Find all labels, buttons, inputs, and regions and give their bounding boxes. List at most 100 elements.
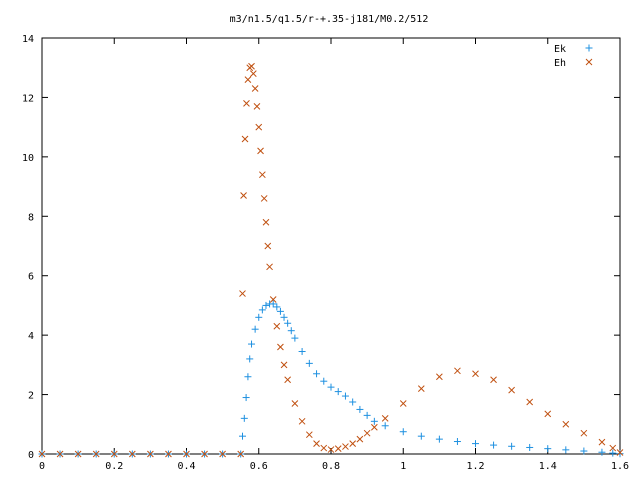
legend-plus-marker bbox=[585, 44, 593, 52]
eh-point bbox=[241, 135, 249, 143]
ek-point bbox=[287, 327, 295, 335]
ek-point bbox=[453, 438, 461, 446]
eh-point bbox=[609, 444, 617, 452]
ek-point bbox=[544, 445, 552, 453]
ek-point bbox=[305, 359, 313, 367]
plot-frame bbox=[41, 37, 621, 455]
eh-point bbox=[349, 440, 357, 447]
ek-point bbox=[240, 414, 248, 422]
eh-point bbox=[183, 450, 190, 458]
ek-point bbox=[291, 334, 299, 342]
eh-point bbox=[243, 100, 250, 107]
ek-point bbox=[334, 388, 342, 396]
y-tick-label: 0 bbox=[28, 450, 34, 461]
eh-point bbox=[598, 438, 606, 446]
eh-point bbox=[544, 410, 552, 418]
x-axis: 0 0.2 0.4 0.6 0.8 1 1.2 1.4 1.6 bbox=[39, 38, 629, 472]
eh-point bbox=[244, 76, 252, 83]
ek-point bbox=[370, 417, 378, 425]
ek-point bbox=[356, 405, 364, 413]
y-tick-label: 2 bbox=[28, 391, 34, 402]
eh-point bbox=[417, 385, 425, 392]
eh-point bbox=[266, 263, 273, 271]
ek-point bbox=[363, 411, 371, 419]
y-tick-label: 14 bbox=[22, 34, 34, 45]
ek-point bbox=[341, 392, 349, 400]
eh-point bbox=[259, 171, 266, 179]
chart-title: m3/n1.5/q1.5/r-+.35-j181/M0.2/512 bbox=[230, 14, 429, 25]
ek-point bbox=[269, 300, 277, 308]
ek-point bbox=[262, 301, 270, 309]
eh-point bbox=[219, 450, 226, 458]
eh-point bbox=[381, 414, 389, 422]
y-axis: 0 2 4 6 8 10 12 14 bbox=[22, 34, 620, 461]
ek-point bbox=[490, 441, 498, 449]
eh-point bbox=[147, 450, 154, 458]
eh-point bbox=[342, 443, 349, 450]
ek-point bbox=[244, 373, 252, 381]
y-tick-label: 10 bbox=[22, 153, 34, 164]
eh-point bbox=[269, 296, 277, 303]
ek-point bbox=[298, 347, 306, 355]
ek-point bbox=[238, 432, 246, 440]
eh-point bbox=[239, 290, 246, 297]
eh-point bbox=[74, 450, 82, 458]
ek-point bbox=[435, 435, 443, 443]
eh-point bbox=[240, 192, 247, 199]
eh-point bbox=[580, 429, 588, 437]
eh-point bbox=[320, 444, 328, 452]
eh-point bbox=[128, 450, 136, 458]
ek-point bbox=[248, 340, 256, 348]
ek-point bbox=[327, 383, 335, 391]
eh-point bbox=[327, 446, 335, 453]
eh-point bbox=[298, 417, 306, 425]
legend-label-ek: Ek bbox=[554, 44, 566, 55]
ek-point bbox=[580, 447, 588, 455]
eh-point bbox=[490, 376, 497, 384]
ek-point bbox=[313, 370, 321, 378]
eh-point bbox=[436, 373, 443, 381]
ek-point bbox=[276, 307, 284, 315]
eh-point bbox=[454, 367, 461, 375]
x-tick-label: 0 bbox=[39, 461, 45, 472]
legend: Ek Eh bbox=[554, 44, 593, 69]
eh-point bbox=[260, 195, 268, 202]
x-tick-label: 0.4 bbox=[177, 461, 195, 472]
eh-point bbox=[305, 431, 313, 439]
ek-point bbox=[255, 313, 263, 321]
eh-point bbox=[280, 361, 288, 369]
eh-point bbox=[616, 449, 624, 456]
eh-point bbox=[92, 450, 100, 458]
ek-point bbox=[526, 443, 534, 451]
eh-point bbox=[38, 450, 46, 458]
eh-point bbox=[508, 386, 515, 394]
eh-point bbox=[251, 85, 259, 92]
y-tick-label: 4 bbox=[28, 331, 34, 342]
eh-point bbox=[257, 147, 264, 155]
legend-marker-eh bbox=[585, 58, 593, 66]
x-tick-label: 1.6 bbox=[611, 461, 629, 472]
eh-point bbox=[237, 450, 245, 458]
eh-point bbox=[248, 62, 255, 70]
eh-point bbox=[313, 440, 320, 447]
eh-point bbox=[110, 450, 118, 458]
ek-point bbox=[399, 428, 407, 436]
x-tick-label: 0.2 bbox=[105, 461, 123, 472]
eh-point bbox=[363, 429, 371, 437]
x-tick-label: 1.4 bbox=[539, 461, 557, 472]
eh-point bbox=[370, 423, 378, 431]
ek-point bbox=[562, 446, 570, 454]
series-eh bbox=[38, 62, 624, 458]
eh-point bbox=[249, 70, 257, 78]
ek-point bbox=[251, 325, 259, 333]
ek-point bbox=[616, 450, 624, 458]
eh-point bbox=[165, 450, 172, 458]
ek-point bbox=[320, 377, 328, 385]
y-tick-label: 12 bbox=[22, 93, 34, 104]
ek-point bbox=[598, 448, 606, 456]
eh-point bbox=[273, 322, 281, 330]
eh-point bbox=[56, 450, 64, 458]
ek-point bbox=[273, 303, 281, 311]
series-ek bbox=[38, 300, 624, 458]
